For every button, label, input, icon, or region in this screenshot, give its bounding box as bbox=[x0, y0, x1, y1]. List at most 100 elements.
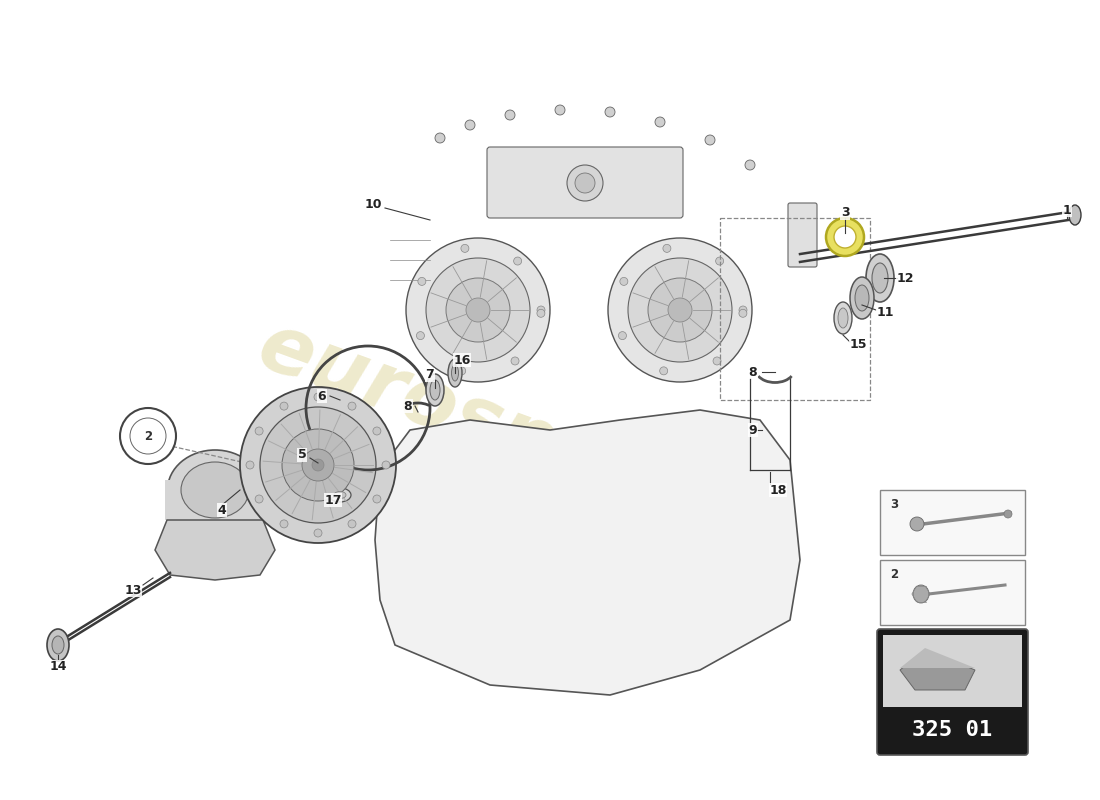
Text: 3: 3 bbox=[890, 498, 898, 511]
Circle shape bbox=[280, 402, 288, 410]
Circle shape bbox=[382, 461, 390, 469]
Text: eurospares: eurospares bbox=[248, 306, 752, 554]
Text: 5: 5 bbox=[298, 449, 307, 462]
Text: 2: 2 bbox=[890, 569, 898, 582]
Ellipse shape bbox=[167, 450, 263, 530]
Ellipse shape bbox=[913, 585, 930, 603]
Circle shape bbox=[120, 408, 176, 464]
FancyBboxPatch shape bbox=[877, 629, 1028, 755]
Circle shape bbox=[716, 257, 724, 265]
Circle shape bbox=[434, 133, 446, 143]
Circle shape bbox=[240, 387, 396, 543]
Text: 13: 13 bbox=[124, 583, 142, 597]
Circle shape bbox=[660, 367, 668, 375]
Text: 14: 14 bbox=[50, 661, 67, 674]
Circle shape bbox=[312, 459, 324, 471]
Circle shape bbox=[608, 238, 752, 382]
Ellipse shape bbox=[52, 636, 64, 654]
Circle shape bbox=[314, 393, 322, 401]
Ellipse shape bbox=[334, 491, 346, 498]
Text: 325 01: 325 01 bbox=[912, 720, 992, 741]
Ellipse shape bbox=[1069, 205, 1081, 225]
Circle shape bbox=[745, 160, 755, 170]
Circle shape bbox=[246, 461, 254, 469]
Circle shape bbox=[605, 107, 615, 117]
Text: 9: 9 bbox=[749, 423, 757, 437]
Circle shape bbox=[130, 418, 166, 454]
Text: 10: 10 bbox=[364, 198, 382, 211]
Circle shape bbox=[373, 495, 381, 503]
Circle shape bbox=[566, 165, 603, 201]
Circle shape bbox=[654, 117, 666, 127]
FancyBboxPatch shape bbox=[487, 147, 683, 218]
Circle shape bbox=[255, 427, 263, 435]
Circle shape bbox=[834, 226, 856, 248]
Circle shape bbox=[282, 429, 354, 501]
Circle shape bbox=[713, 357, 721, 365]
Ellipse shape bbox=[855, 285, 869, 311]
Bar bbox=[883, 635, 1022, 707]
Polygon shape bbox=[900, 648, 975, 668]
Circle shape bbox=[255, 495, 263, 503]
Text: 6: 6 bbox=[318, 390, 327, 402]
Text: 8: 8 bbox=[749, 366, 757, 378]
Circle shape bbox=[556, 105, 565, 115]
Circle shape bbox=[739, 310, 747, 318]
Circle shape bbox=[417, 332, 425, 340]
Polygon shape bbox=[155, 520, 275, 580]
Ellipse shape bbox=[872, 263, 888, 293]
Text: 8: 8 bbox=[404, 399, 412, 413]
Circle shape bbox=[446, 278, 510, 342]
Circle shape bbox=[512, 357, 519, 365]
Ellipse shape bbox=[451, 365, 459, 381]
Circle shape bbox=[648, 278, 712, 342]
Circle shape bbox=[628, 258, 732, 362]
Text: 17: 17 bbox=[324, 494, 342, 506]
Text: 12: 12 bbox=[896, 271, 914, 285]
Ellipse shape bbox=[834, 302, 852, 334]
Text: 3: 3 bbox=[840, 206, 849, 219]
Bar bbox=[880, 490, 1025, 555]
Polygon shape bbox=[375, 410, 800, 695]
Circle shape bbox=[426, 258, 530, 362]
Circle shape bbox=[575, 173, 595, 193]
Circle shape bbox=[705, 135, 715, 145]
Circle shape bbox=[1004, 510, 1012, 518]
Text: 7: 7 bbox=[426, 369, 434, 382]
Circle shape bbox=[537, 310, 544, 318]
Ellipse shape bbox=[426, 374, 444, 406]
Circle shape bbox=[826, 218, 864, 256]
Circle shape bbox=[668, 298, 692, 322]
Circle shape bbox=[280, 520, 288, 528]
Ellipse shape bbox=[838, 308, 848, 328]
Text: 18: 18 bbox=[769, 483, 786, 497]
Ellipse shape bbox=[329, 488, 351, 502]
Ellipse shape bbox=[866, 254, 894, 302]
Text: a passion for parts since 1986: a passion for parts since 1986 bbox=[329, 443, 651, 577]
Circle shape bbox=[458, 367, 465, 375]
Text: 11: 11 bbox=[877, 306, 893, 318]
Circle shape bbox=[466, 298, 490, 322]
Polygon shape bbox=[900, 650, 975, 690]
Circle shape bbox=[465, 120, 475, 130]
Ellipse shape bbox=[448, 359, 462, 387]
Circle shape bbox=[514, 257, 521, 265]
Circle shape bbox=[348, 402, 356, 410]
Text: 2: 2 bbox=[144, 430, 152, 442]
Ellipse shape bbox=[47, 629, 69, 661]
Text: 15: 15 bbox=[849, 338, 867, 351]
Circle shape bbox=[302, 449, 334, 481]
Circle shape bbox=[260, 407, 376, 523]
Circle shape bbox=[910, 517, 924, 531]
Circle shape bbox=[505, 110, 515, 120]
Ellipse shape bbox=[430, 380, 440, 400]
Bar bbox=[880, 560, 1025, 625]
Bar bbox=[165, 480, 265, 520]
Circle shape bbox=[537, 306, 544, 314]
Circle shape bbox=[348, 520, 356, 528]
Circle shape bbox=[620, 278, 628, 286]
Circle shape bbox=[461, 244, 469, 252]
FancyBboxPatch shape bbox=[788, 203, 817, 267]
Circle shape bbox=[373, 427, 381, 435]
Circle shape bbox=[418, 278, 426, 286]
